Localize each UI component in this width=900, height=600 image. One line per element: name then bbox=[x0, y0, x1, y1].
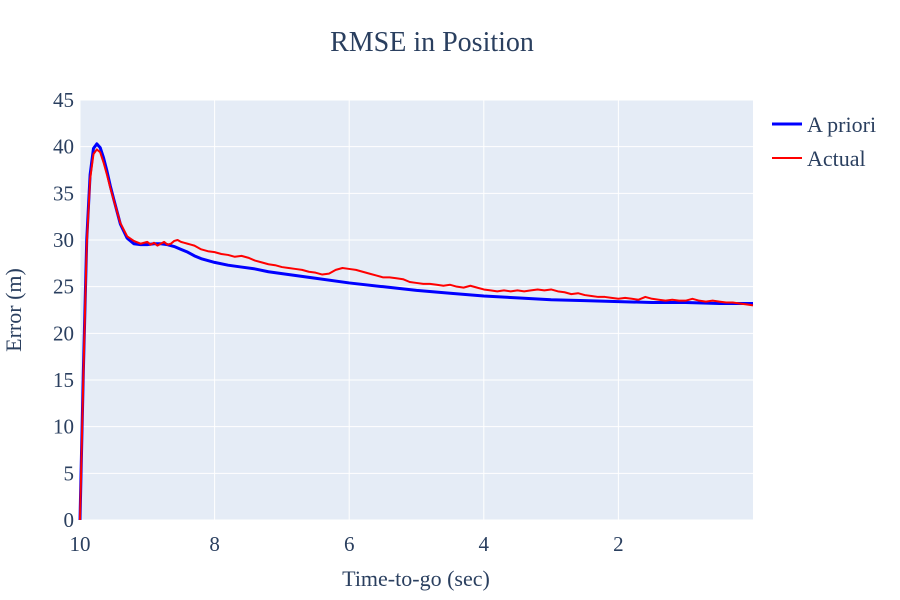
plot-area bbox=[80, 100, 753, 520]
series-line-a-priori bbox=[78, 142, 753, 521]
gridlines bbox=[79, 99, 753, 521]
x-tick-label: 6 bbox=[344, 532, 355, 556]
y-axis-ticks: 0 5 10 15 20 25 30 35 40 45 bbox=[53, 88, 74, 532]
x-tick-label: 8 bbox=[209, 532, 220, 556]
y-tick-label: 30 bbox=[53, 228, 74, 252]
x-axis-title: Time-to-go (sec) bbox=[342, 566, 490, 591]
x-tick-label: 4 bbox=[479, 532, 490, 556]
legend: A priori Actual bbox=[772, 112, 876, 171]
x-tick-label: 10 bbox=[70, 532, 91, 556]
y-axis-title: Error (m) bbox=[1, 268, 26, 352]
y-tick-label: 35 bbox=[53, 181, 74, 205]
chart-title: RMSE in Position bbox=[330, 27, 534, 58]
y-tick-label: 15 bbox=[53, 368, 74, 392]
x-axis-ticks: 10 8 6 4 2 bbox=[70, 532, 624, 556]
y-tick-label: 25 bbox=[53, 275, 74, 299]
y-tick-label: 5 bbox=[64, 461, 75, 485]
x-tick-label: 2 bbox=[613, 532, 624, 556]
legend-label: A priori bbox=[807, 112, 876, 137]
series-layer bbox=[78, 142, 754, 521]
legend-label: Actual bbox=[807, 146, 866, 171]
y-tick-label: 10 bbox=[53, 415, 74, 439]
y-tick-label: 40 bbox=[53, 135, 74, 159]
series-line-actual bbox=[79, 148, 754, 521]
y-tick-label: 0 bbox=[64, 508, 75, 532]
y-tick-label: 20 bbox=[53, 321, 74, 345]
y-tick-label: 45 bbox=[53, 88, 74, 112]
